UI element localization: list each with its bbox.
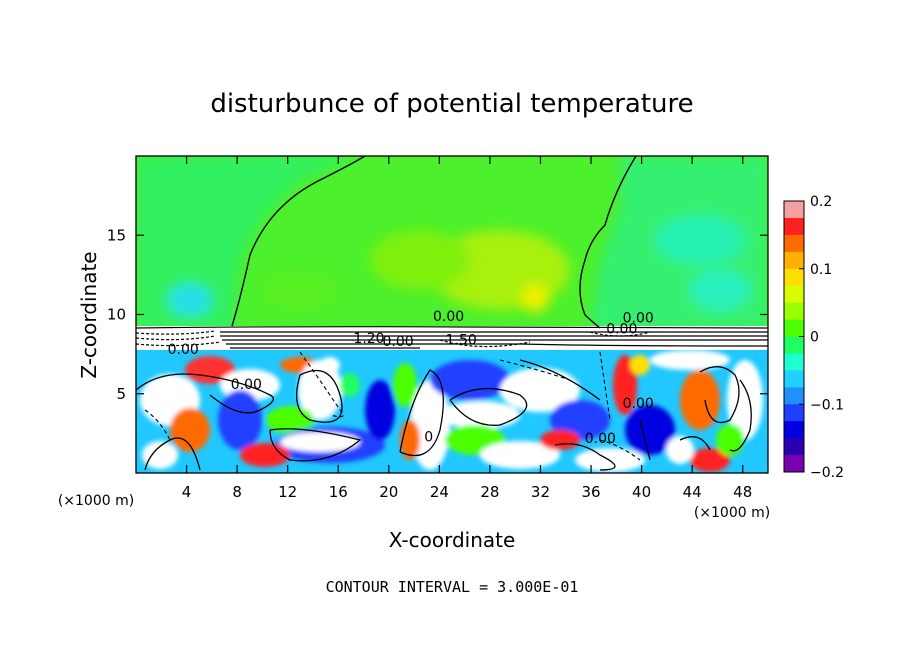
y-axis-title: Z-coordinate bbox=[77, 251, 101, 378]
upper-contours bbox=[231, 156, 637, 329]
y-tick-label: 5 bbox=[116, 385, 126, 403]
colorbar-band bbox=[784, 268, 804, 287]
colorbar-tick-label: −0.1 bbox=[810, 397, 844, 413]
y-unit-label: (×1000 m) bbox=[58, 493, 134, 509]
colorbar-band bbox=[784, 438, 804, 456]
colorbar-band bbox=[784, 370, 804, 388]
x-tick-label: 48 bbox=[733, 483, 752, 501]
contour-label: 0.00 bbox=[585, 431, 616, 447]
x-tick-label: 24 bbox=[430, 483, 449, 501]
x-tick-label: 36 bbox=[581, 483, 600, 501]
colorbar-band bbox=[784, 353, 804, 371]
contour-label: 0.00 bbox=[231, 377, 262, 393]
colorbar-band bbox=[784, 285, 804, 304]
chart-title: disturbunce of potential temperature bbox=[210, 89, 693, 119]
transition-contours bbox=[136, 326, 768, 349]
contour-label: 0.00 bbox=[623, 396, 654, 412]
colorbar-band bbox=[784, 387, 804, 405]
x-tick-label: 8 bbox=[232, 483, 242, 501]
lower-contours bbox=[136, 359, 752, 471]
colorbar-band bbox=[784, 336, 804, 354]
contour-labels: 0.000.000.00 0.000.000.001.20 1.500.000.00… bbox=[168, 309, 654, 447]
x-tick-label: 20 bbox=[379, 483, 398, 501]
contour-label: 0 bbox=[424, 429, 433, 445]
y-tick-label: 10 bbox=[107, 306, 126, 324]
upper-layer-shading bbox=[136, 156, 768, 330]
colorbar-band bbox=[784, 455, 804, 473]
colorbar-band bbox=[784, 319, 804, 337]
y-axis-ticks: 5 10 15 bbox=[107, 226, 768, 403]
contour-label: 1.50 bbox=[446, 333, 477, 349]
colorbar-tick-label: −0.2 bbox=[810, 465, 844, 481]
x-tick-label: 28 bbox=[480, 483, 499, 501]
colorbar-band bbox=[784, 302, 804, 321]
x-tick-label: 4 bbox=[182, 483, 192, 501]
colorbar-tick-label: 0.1 bbox=[810, 262, 832, 278]
colorbar-band bbox=[784, 251, 804, 270]
contour-label: 1.20 bbox=[353, 331, 384, 347]
colorbar-band bbox=[784, 404, 804, 422]
x-tick-label: 12 bbox=[278, 483, 297, 501]
contour-label: 0.00 bbox=[433, 309, 464, 325]
x-tick-label: 16 bbox=[329, 483, 348, 501]
contour-label: 0.00 bbox=[623, 310, 654, 326]
x-axis-ticks: 4 8 12 16 20 24 28 32 36 40 44 48 bbox=[182, 156, 752, 501]
x-axis-title: X-coordinate bbox=[389, 528, 516, 552]
contour-interval-footer: CONTOUR INTERVAL = 3.000E-01 bbox=[326, 578, 579, 596]
contour-label: 0.00 bbox=[382, 334, 413, 350]
x-tick-label: 32 bbox=[531, 483, 550, 501]
colorbar-band bbox=[784, 217, 804, 236]
x-unit-label: (×1000 m) bbox=[694, 505, 770, 521]
colorbar bbox=[784, 201, 804, 473]
colorbar-band bbox=[784, 234, 804, 253]
lower-dashed-contours bbox=[144, 351, 641, 461]
contour-label: 0.00 bbox=[606, 322, 637, 338]
colorbar-band bbox=[784, 421, 804, 439]
x-tick-label: 44 bbox=[683, 483, 702, 501]
contour-label: 0.00 bbox=[168, 342, 199, 358]
colorbar-band bbox=[784, 201, 804, 219]
y-tick-label: 15 bbox=[107, 226, 126, 244]
plot-area bbox=[136, 156, 768, 473]
colorbar-tick-label: 0 bbox=[810, 330, 819, 346]
x-tick-label: 40 bbox=[632, 483, 651, 501]
colorbar-ticks: 0.2 0.1 0 −0.1 −0.2 bbox=[799, 194, 844, 481]
colorbar-tick-label: 0.2 bbox=[810, 194, 832, 210]
